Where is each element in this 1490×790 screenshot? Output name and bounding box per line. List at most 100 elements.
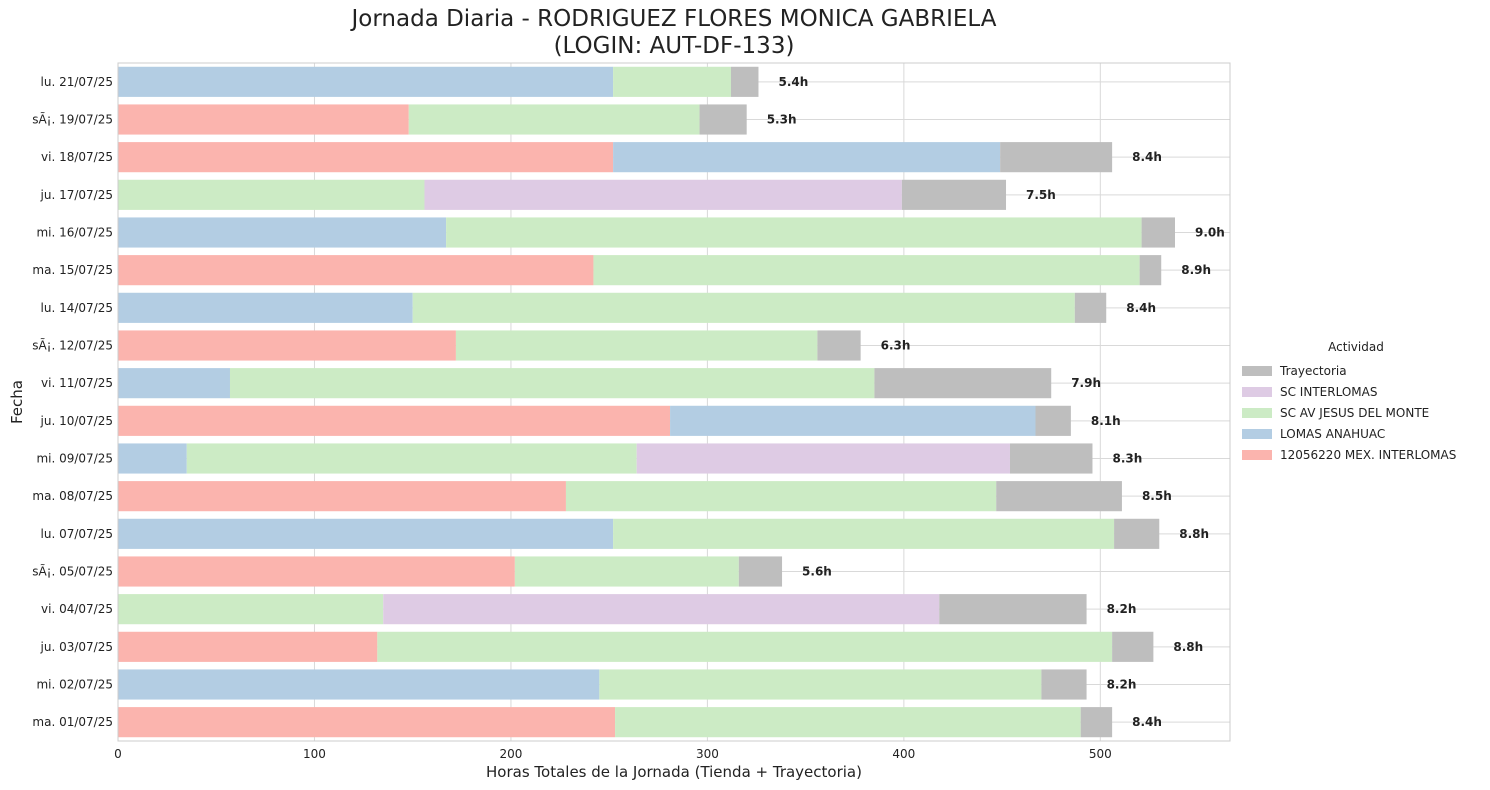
bar-segment	[118, 443, 187, 474]
legend-item: 12056220 MEX. INTERLOMAS	[1234, 444, 1478, 465]
legend-swatch	[1242, 365, 1272, 376]
total-hours-label: 8.8h	[1179, 527, 1209, 541]
legend-swatch	[1242, 449, 1272, 460]
y-tick-label: lu. 21/07/25	[41, 75, 113, 89]
y-tick-label: sÃ¡. 12/07/25	[32, 338, 113, 353]
labels-layer: 0 100 200 300 400 500 lu. 21/07/25 sÃ¡. 19/07/2…	[32, 75, 1225, 761]
y-tick-label: sÃ¡. 05/07/25	[32, 564, 113, 579]
y-tick-label: ma. 15/07/25	[32, 263, 113, 277]
total-hours-label: 8.9h	[1181, 263, 1211, 277]
chart-title-line-1: Jornada Diaria - RODRIGUEZ FLORES MONICA…	[351, 6, 997, 32]
legend-label: SC INTERLOMAS	[1280, 384, 1378, 399]
total-hours-label: 6.3h	[881, 339, 911, 353]
bar-segment	[118, 405, 671, 436]
y-tick-label: vi. 04/07/25	[41, 602, 113, 616]
bar-segment	[730, 66, 759, 97]
bar-segment	[670, 405, 1036, 436]
legend-item: Trayectoria	[1234, 360, 1478, 381]
bar-segment	[593, 255, 1140, 286]
bar-segment	[817, 330, 861, 361]
bar-segment	[383, 594, 940, 625]
legend-label: 12056220 MEX. INTERLOMAS	[1280, 447, 1457, 462]
total-hours-label: 8.2h	[1107, 602, 1137, 616]
x-tick-label: 300	[696, 747, 719, 761]
x-axis-title: Horas Totales de la Jornada (Tienda + Tr…	[486, 763, 862, 781]
legend-title: Actividad	[1328, 340, 1384, 354]
y-tick-label: mi. 16/07/25	[36, 226, 113, 240]
bar-segment	[118, 330, 456, 361]
legend-item: LOMAS ANAHUAC	[1234, 423, 1478, 444]
bar-segment	[118, 104, 409, 135]
bar-segment	[996, 481, 1122, 512]
bar-segment	[424, 179, 902, 210]
bar-segment	[636, 443, 1010, 474]
legend-swatch	[1242, 428, 1272, 439]
bar-segment	[455, 330, 818, 361]
x-tick-label: 200	[499, 747, 522, 761]
legend-item: SC AV JESUS DEL MONTE	[1234, 402, 1478, 423]
legend-label: Trayectoria	[1280, 363, 1347, 378]
bar-segment	[1139, 255, 1162, 286]
y-tick-label: mi. 02/07/25	[36, 678, 113, 692]
bar-segment	[118, 594, 384, 625]
bar-segment	[514, 556, 739, 587]
bar-segment	[118, 142, 614, 173]
total-hours-label: 5.6h	[802, 565, 832, 579]
bar-segment	[118, 255, 594, 286]
y-tick-label: lu. 14/07/25	[41, 301, 113, 315]
legend-swatch	[1242, 407, 1272, 418]
bar-segment	[118, 707, 616, 738]
legend-items: Trayectoria SC INTERLOMAS SC AV JESUS DEL …	[1234, 360, 1478, 465]
total-hours-label: 8.3h	[1112, 452, 1142, 466]
x-tick-label: 0	[114, 747, 122, 761]
bar-segment	[1009, 443, 1093, 474]
bar-segment	[412, 292, 1075, 323]
bar-segment	[1041, 669, 1087, 700]
total-hours-label: 7.5h	[1026, 188, 1056, 202]
plot-frame	[117, 62, 1231, 742]
legend-item: SC INTERLOMAS	[1234, 381, 1478, 402]
bar-segment	[939, 594, 1087, 625]
total-hours-label: 8.1h	[1091, 414, 1121, 428]
bar-segment	[565, 481, 997, 512]
legend: Actividad Trayectoria SC INTERLOMAS SC AV …	[1234, 339, 1478, 465]
total-hours-label: 7.9h	[1071, 376, 1101, 390]
y-tick-label: ma. 08/07/25	[32, 489, 113, 503]
y-tick-label: mi. 09/07/25	[36, 452, 113, 466]
bar-segment	[118, 631, 378, 662]
total-hours-label: 8.4h	[1126, 301, 1156, 315]
bar-segment	[1035, 405, 1071, 436]
legend-swatch	[1242, 386, 1272, 397]
bar-segment	[377, 631, 1113, 662]
total-hours-label: 5.3h	[767, 113, 797, 127]
bar-segment	[446, 217, 1142, 248]
y-tick-label: vi. 18/07/25	[41, 150, 113, 164]
bar-segment	[1114, 518, 1160, 549]
legend-label: LOMAS ANAHUAC	[1280, 426, 1386, 441]
bar-segment	[118, 179, 425, 210]
bar-segment	[615, 707, 1081, 738]
bar-segment	[1074, 292, 1107, 323]
bar-segment	[1000, 142, 1113, 173]
bar-segment	[118, 556, 515, 587]
bar-segment	[1112, 631, 1154, 662]
bar-segment	[1080, 707, 1113, 738]
total-hours-label: 5.4h	[778, 75, 808, 89]
bar-segment	[118, 217, 447, 248]
x-tick-label: 100	[303, 747, 326, 761]
bar-segment	[874, 368, 1052, 399]
total-hours-label: 8.8h	[1173, 640, 1203, 654]
bar-segment	[408, 104, 700, 135]
bar-segment	[118, 669, 600, 700]
y-tick-label: ma. 01/07/25	[32, 715, 113, 729]
bar-segment	[901, 179, 1007, 210]
bar-segment	[118, 292, 413, 323]
bar-segment	[118, 518, 614, 549]
legend-label: SC AV JESUS DEL MONTE	[1280, 405, 1430, 420]
chart-title-line-2: (LOGIN: AUT-DF-133)	[553, 33, 795, 59]
bar-segment	[1141, 217, 1175, 248]
total-hours-label: 8.4h	[1132, 715, 1162, 729]
total-hours-label: 8.4h	[1132, 150, 1162, 164]
bar-segment	[599, 669, 1042, 700]
